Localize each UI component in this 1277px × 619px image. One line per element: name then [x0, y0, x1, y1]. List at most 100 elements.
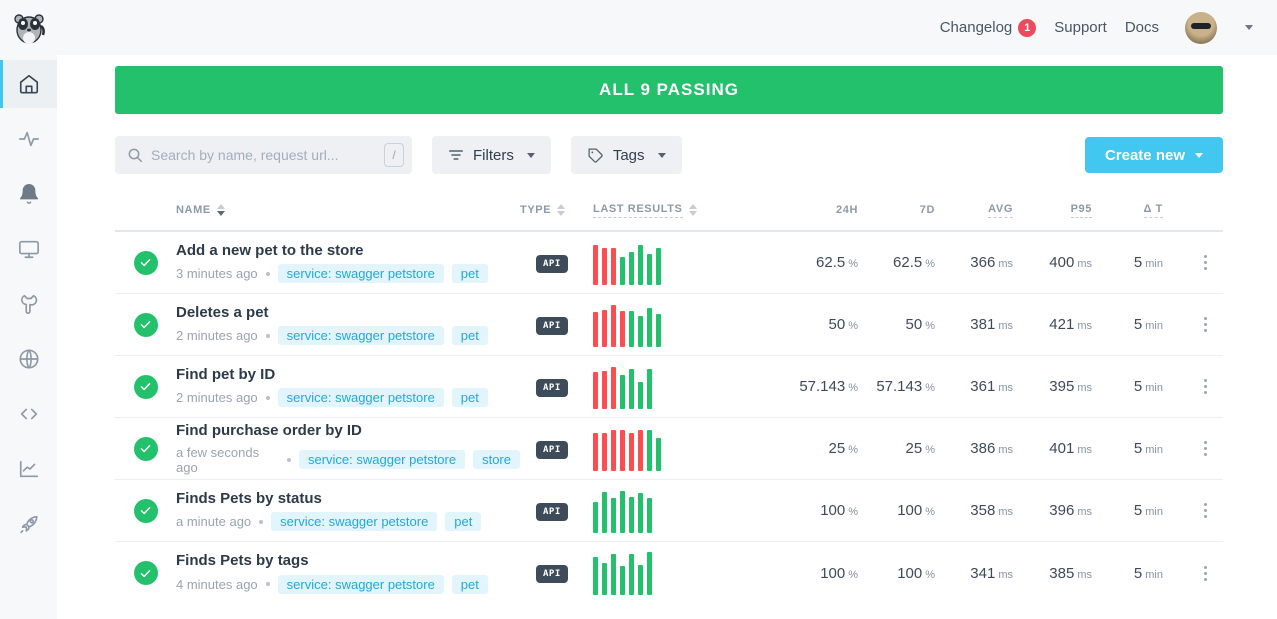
row-menu-kebab-icon[interactable] [1200, 437, 1211, 460]
tag-pill[interactable]: pet [451, 388, 488, 408]
check-row[interactable]: Add a new pet to the store 3 minutes ago… [115, 232, 1223, 294]
result-bar[interactable] [611, 366, 616, 409]
result-bar[interactable] [593, 244, 598, 285]
sidebar-item-activity[interactable] [0, 115, 57, 163]
result-bar[interactable] [638, 492, 643, 533]
result-bar[interactable] [620, 256, 625, 285]
tag-pill[interactable]: service: swagger petstore [298, 450, 466, 470]
result-bar[interactable] [647, 497, 652, 533]
check-row[interactable]: Find pet by ID 2 minutes ago service: sw… [115, 356, 1223, 418]
result-bar[interactable] [629, 496, 634, 533]
result-bar[interactable] [602, 247, 607, 285]
result-bar[interactable] [656, 313, 661, 347]
result-bar[interactable] [647, 253, 652, 285]
result-bar[interactable] [593, 371, 598, 409]
app-logo[interactable] [10, 9, 48, 47]
result-bar[interactable] [638, 429, 643, 471]
result-bar[interactable] [593, 432, 598, 471]
sidebar-item-analytics[interactable] [0, 445, 57, 493]
check-name[interactable]: Finds Pets by tags [176, 552, 309, 570]
tag-pill[interactable]: pet [445, 512, 482, 532]
header-name[interactable]: NAME [176, 204, 520, 216]
tag-pill[interactable]: service: swagger petstore [271, 512, 438, 532]
result-bar[interactable] [602, 370, 607, 409]
result-bar[interactable] [656, 247, 661, 285]
result-bar[interactable] [638, 315, 643, 347]
tag-pill[interactable]: service: swagger petstore [277, 264, 444, 284]
row-menu-kebab-icon[interactable] [1200, 375, 1211, 398]
sidebar-item-quickstart[interactable] [0, 500, 57, 548]
check-row[interactable]: Deletes a pet 2 minutes ago service: swa… [115, 294, 1223, 356]
result-bar[interactable] [593, 311, 598, 347]
row-results-chart[interactable] [590, 489, 780, 533]
result-bar[interactable] [602, 309, 607, 347]
result-bar[interactable] [620, 490, 625, 533]
result-bar[interactable] [656, 437, 661, 471]
filters-button[interactable]: Filters [432, 136, 551, 174]
tag-pill[interactable]: pet [451, 326, 488, 346]
result-bar[interactable] [620, 566, 625, 595]
tags-button[interactable]: Tags [570, 136, 682, 174]
check-name[interactable]: Finds Pets by status [176, 489, 322, 507]
result-bar[interactable] [638, 381, 643, 409]
result-bar[interactable] [647, 307, 652, 347]
user-avatar[interactable] [1185, 11, 1217, 44]
result-bar[interactable] [602, 491, 607, 533]
sort-name-icon[interactable] [216, 204, 225, 216]
search-input[interactable] [151, 147, 384, 163]
result-bar[interactable] [620, 310, 625, 347]
result-bar[interactable] [647, 552, 652, 595]
sidebar-item-locations[interactable] [0, 335, 57, 383]
row-menu-kebab-icon[interactable] [1200, 562, 1211, 585]
nav-docs[interactable]: Docs [1124, 19, 1159, 36]
result-bar[interactable] [602, 432, 607, 471]
check-name[interactable]: Find pet by ID [176, 365, 276, 383]
sidebar-item-maintenance[interactable] [0, 280, 57, 328]
create-new-button[interactable]: Create new [1084, 137, 1223, 173]
sidebar-item-alerts[interactable] [0, 170, 57, 218]
result-bar[interactable] [593, 501, 598, 533]
tag-pill[interactable]: service: swagger petstore [277, 574, 444, 594]
tag-pill[interactable]: pet [451, 264, 488, 284]
result-bar[interactable] [629, 432, 634, 471]
row-menu-kebab-icon[interactable] [1200, 499, 1211, 522]
result-bar[interactable] [647, 368, 652, 409]
result-bar[interactable] [602, 563, 607, 595]
check-name[interactable]: Deletes a pet [176, 303, 269, 321]
result-bar[interactable] [593, 557, 598, 595]
row-results-chart[interactable] [590, 241, 780, 285]
row-results-chart[interactable] [590, 365, 780, 409]
sort-last-results-icon[interactable] [688, 204, 697, 216]
result-bar[interactable] [629, 310, 634, 347]
tag-pill[interactable]: store [473, 450, 520, 470]
nav-support[interactable]: Support [1054, 19, 1107, 36]
sidebar-item-home[interactable] [0, 60, 57, 108]
result-bar[interactable] [638, 565, 643, 595]
sidebar-item-dashboards[interactable] [0, 225, 57, 273]
header-last-results[interactable]: LAST RESULTS [590, 203, 780, 218]
check-row[interactable]: Finds Pets by status a minute ago servic… [115, 480, 1223, 542]
result-bar[interactable] [620, 429, 625, 471]
row-results-chart[interactable] [590, 427, 780, 471]
result-bar[interactable] [638, 244, 643, 285]
check-name[interactable]: Find purchase order by ID [176, 422, 362, 440]
result-bar[interactable] [611, 554, 616, 595]
result-bar[interactable] [620, 374, 625, 409]
sort-type-icon[interactable] [557, 204, 566, 216]
result-bar[interactable] [647, 429, 652, 471]
check-row[interactable]: Finds Pets by tags 4 minutes ago service… [115, 542, 1223, 604]
sidebar-item-snippets[interactable] [0, 390, 57, 438]
result-bar[interactable] [629, 251, 634, 285]
row-results-chart[interactable] [590, 551, 780, 595]
nav-changelog[interactable]: Changelog 1 [940, 18, 1037, 37]
result-bar[interactable] [611, 429, 616, 471]
row-results-chart[interactable] [590, 303, 780, 347]
row-menu-kebab-icon[interactable] [1200, 313, 1211, 336]
result-bar[interactable] [629, 368, 634, 409]
row-menu-kebab-icon[interactable] [1200, 251, 1211, 274]
check-row[interactable]: Find purchase order by ID a few seconds … [115, 418, 1223, 480]
result-bar[interactable] [629, 554, 634, 595]
result-bar[interactable] [611, 304, 616, 347]
result-bar[interactable] [611, 497, 616, 533]
tag-pill[interactable]: service: swagger petstore [277, 388, 444, 408]
